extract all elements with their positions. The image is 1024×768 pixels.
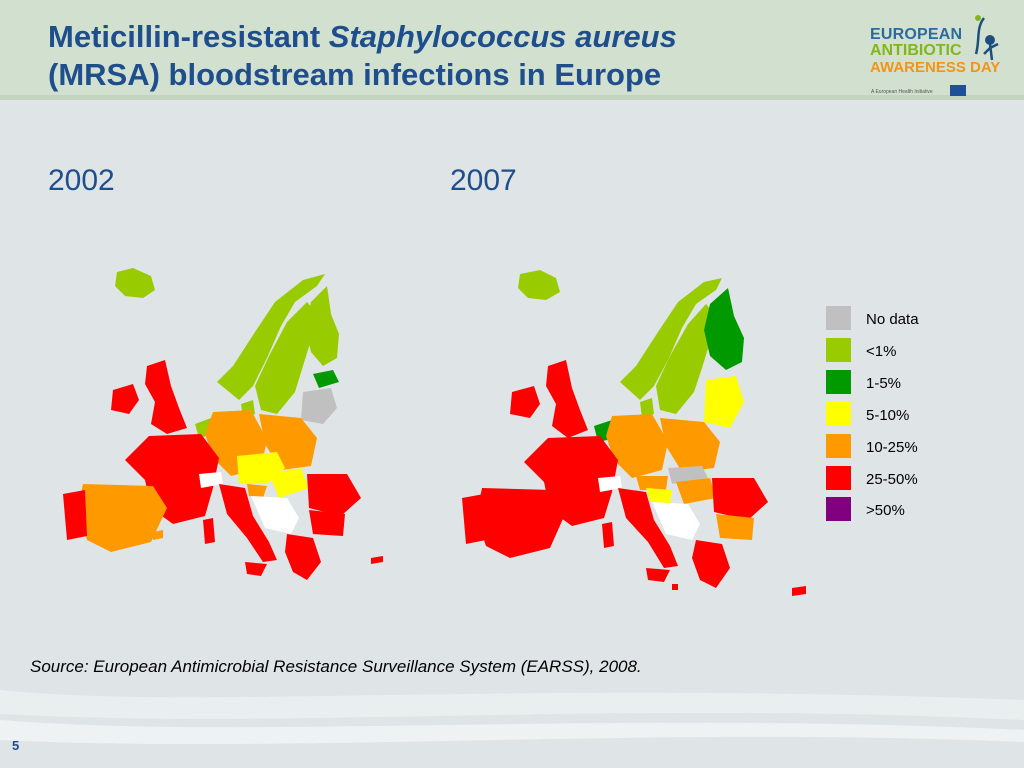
austria bbox=[636, 476, 668, 490]
uk bbox=[546, 360, 588, 438]
ireland bbox=[111, 384, 139, 414]
map-2007 bbox=[462, 270, 806, 596]
balkans bbox=[251, 496, 299, 534]
legend-label: 5-10% bbox=[866, 407, 910, 424]
logo-line2: ANTIBIOTIC bbox=[870, 42, 962, 59]
legend-swatch bbox=[826, 402, 851, 426]
legend-swatch bbox=[826, 370, 851, 394]
finland bbox=[704, 288, 744, 370]
logo-figure-icon bbox=[974, 15, 999, 61]
legend-swatch bbox=[826, 338, 851, 362]
balkans bbox=[652, 502, 700, 540]
poland bbox=[660, 418, 720, 472]
legend-swatch bbox=[826, 306, 851, 330]
legend-item-1-5: 1-5% bbox=[826, 370, 986, 394]
year-label-2007: 2007 bbox=[450, 164, 517, 197]
legend-swatch bbox=[826, 466, 851, 490]
title-line2: (MRSA) bloodstream infections in Europe bbox=[48, 57, 662, 92]
legend-item-gt50: >50% bbox=[826, 497, 986, 521]
legend-swatch bbox=[826, 434, 851, 458]
logo-line1: EUROPEAN bbox=[870, 26, 963, 43]
hungary bbox=[676, 478, 716, 504]
greece bbox=[285, 534, 321, 580]
sardinia bbox=[203, 518, 215, 544]
greece bbox=[692, 540, 730, 588]
sweden bbox=[656, 304, 716, 414]
italy bbox=[618, 488, 678, 568]
ireland bbox=[510, 386, 540, 418]
finland bbox=[305, 286, 339, 366]
legend-item-lt1: <1% bbox=[826, 338, 986, 362]
page-number: 5 bbox=[12, 738, 20, 753]
legend-label: 10-25% bbox=[866, 439, 918, 456]
legend-label: >50% bbox=[866, 502, 905, 519]
norway bbox=[620, 278, 722, 400]
legend-item-25-50: 25-50% bbox=[826, 466, 986, 490]
legend-label: 25-50% bbox=[866, 471, 918, 488]
sicily bbox=[245, 562, 267, 576]
legend-label: <1% bbox=[866, 343, 897, 360]
uk bbox=[145, 360, 187, 434]
legend-item-10-25: 10-25% bbox=[826, 434, 986, 458]
title-part1: Meticillin-resistant bbox=[48, 19, 329, 54]
bulgaria bbox=[716, 514, 754, 540]
legend-swatch bbox=[826, 497, 851, 521]
title-italic: Staphylococcus aureus bbox=[328, 19, 677, 54]
estonia bbox=[313, 370, 339, 388]
sweden bbox=[255, 302, 317, 414]
portugal bbox=[462, 494, 486, 544]
legend-label: No data bbox=[866, 311, 919, 328]
france bbox=[125, 434, 219, 524]
legend-label: 1-5% bbox=[866, 375, 902, 392]
iceland bbox=[518, 270, 560, 300]
eaad-logo: EUROPEAN ANTIBIOTIC AWARENESS DAY A Euro… bbox=[866, 14, 1006, 98]
slide-title: Meticillin-resistant Staphylococcus aure… bbox=[48, 18, 677, 94]
bulgaria bbox=[309, 510, 345, 536]
source-citation: Source: European Antimicrobial Resistanc… bbox=[30, 657, 642, 676]
malta bbox=[672, 584, 678, 590]
sicily bbox=[646, 568, 670, 582]
italy bbox=[219, 484, 277, 562]
decorative-waves bbox=[0, 690, 1024, 745]
baltics bbox=[704, 376, 744, 428]
legend-item-no-data: No data bbox=[826, 306, 986, 330]
slovenia bbox=[646, 488, 672, 504]
spain bbox=[77, 484, 167, 552]
cyprus bbox=[792, 586, 806, 596]
romania bbox=[307, 474, 361, 516]
baltics bbox=[301, 388, 337, 424]
spain bbox=[476, 488, 566, 558]
hungary bbox=[269, 468, 309, 498]
france bbox=[524, 436, 618, 526]
cyprus bbox=[371, 556, 383, 564]
iceland bbox=[115, 268, 155, 298]
header-band: Meticillin-resistant Staphylococcus aure… bbox=[0, 0, 1024, 100]
portugal bbox=[63, 490, 87, 540]
eu-flag-icon bbox=[950, 85, 966, 96]
germany bbox=[606, 414, 668, 478]
switzerland bbox=[598, 476, 622, 492]
slovenia bbox=[247, 484, 267, 498]
legend-item-5-10: 5-10% bbox=[826, 402, 986, 426]
switzerland bbox=[199, 472, 223, 488]
norway bbox=[217, 274, 325, 400]
denmark bbox=[640, 398, 654, 418]
balearics bbox=[153, 530, 163, 540]
year-label-2002: 2002 bbox=[48, 164, 115, 197]
logo-tagline: A European Health Initiative bbox=[871, 89, 933, 95]
sardinia bbox=[602, 522, 614, 548]
map-2002 bbox=[63, 268, 383, 580]
logo-line3: AWARENESS DAY bbox=[870, 59, 1001, 76]
romania bbox=[712, 478, 768, 520]
